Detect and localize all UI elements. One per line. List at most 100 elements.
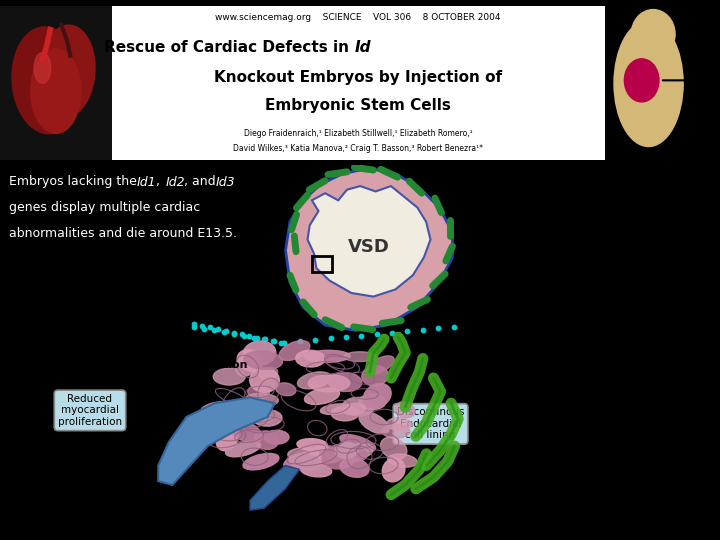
Point (356, 331, 367, 340)
Ellipse shape (264, 430, 289, 444)
Ellipse shape (340, 458, 369, 477)
Text: www.sciencemag.org    SCIENCE    VOL 306    8 OCTOBER 2004: www.sciencemag.org SCIENCE VOL 306 8 OCT… (215, 13, 501, 22)
Ellipse shape (631, 10, 675, 59)
Ellipse shape (343, 403, 366, 415)
Ellipse shape (382, 458, 405, 482)
Point (197, 321, 208, 330)
Ellipse shape (284, 453, 320, 470)
Ellipse shape (259, 367, 278, 379)
Point (325, 334, 336, 343)
Ellipse shape (220, 415, 243, 429)
Point (310, 336, 321, 345)
Text: Reduced
myocardial
proliferation: Reduced myocardial proliferation (58, 394, 122, 427)
FancyBboxPatch shape (0, 6, 112, 160)
Ellipse shape (359, 394, 386, 409)
Ellipse shape (305, 388, 339, 404)
Ellipse shape (39, 25, 95, 117)
Point (251, 333, 263, 342)
Ellipse shape (366, 356, 394, 374)
Ellipse shape (328, 373, 362, 392)
Ellipse shape (301, 463, 332, 477)
Ellipse shape (250, 368, 279, 393)
FancyBboxPatch shape (112, 6, 605, 160)
Point (275, 339, 287, 347)
Point (189, 320, 200, 328)
Text: Embryos lacking the: Embryos lacking the (9, 176, 140, 188)
Ellipse shape (343, 448, 367, 462)
Point (212, 325, 224, 334)
Ellipse shape (235, 353, 258, 376)
Point (238, 332, 250, 340)
Ellipse shape (276, 383, 296, 396)
Ellipse shape (34, 53, 51, 84)
Ellipse shape (245, 393, 279, 407)
Point (387, 328, 398, 337)
Ellipse shape (624, 59, 659, 102)
Text: Rescue of Cardiac Defects in: Rescue of Cardiac Defects in (104, 40, 355, 55)
Text: Id3: Id3 (216, 176, 235, 188)
Ellipse shape (200, 402, 240, 419)
Text: Epicardium: Epicardium (168, 497, 228, 507)
Point (294, 337, 305, 346)
Text: Id2: Id2 (166, 176, 185, 188)
Ellipse shape (395, 402, 415, 418)
Ellipse shape (320, 404, 351, 414)
Ellipse shape (297, 438, 328, 450)
Text: David Wilkes,³ Katia Manova,² Craig T. Basson,³ Robert Benezra¹*: David Wilkes,³ Katia Manova,² Craig T. B… (233, 144, 483, 153)
Ellipse shape (362, 366, 388, 386)
Ellipse shape (614, 21, 683, 146)
Point (199, 324, 210, 333)
Ellipse shape (308, 375, 350, 392)
Text: Disorganized
myocytes: Disorganized myocytes (307, 497, 374, 518)
Point (243, 332, 255, 340)
Ellipse shape (359, 412, 389, 434)
Ellipse shape (387, 417, 412, 430)
Ellipse shape (213, 368, 246, 385)
Point (402, 327, 413, 335)
Ellipse shape (342, 397, 374, 416)
Ellipse shape (243, 341, 276, 366)
Ellipse shape (331, 406, 359, 421)
Point (229, 329, 240, 338)
Text: abnormalities and die around E13.5.: abnormalities and die around E13.5. (9, 227, 237, 240)
Point (258, 335, 270, 343)
Ellipse shape (248, 385, 269, 399)
Ellipse shape (340, 435, 376, 451)
Point (189, 322, 200, 331)
Point (279, 339, 290, 347)
Ellipse shape (381, 437, 407, 460)
Ellipse shape (31, 49, 81, 133)
Text: Diego Fraidenraich,¹ Elizabeth Stillwell,¹ Elizabeth Romero,¹: Diego Fraidenraich,¹ Elizabeth Stillwell… (244, 129, 472, 138)
Point (219, 328, 230, 336)
Text: VSD: VSD (348, 238, 390, 255)
Ellipse shape (289, 454, 322, 470)
Ellipse shape (230, 421, 262, 443)
Text: Reduced
myocardial
proliferation: Reduced myocardial proliferation (168, 335, 248, 370)
Point (279, 339, 290, 347)
Ellipse shape (305, 350, 350, 362)
Ellipse shape (296, 350, 325, 367)
Point (417, 325, 428, 334)
Text: Discontinous
Endocardial
cell lining: Discontinous Endocardial cell lining (397, 407, 464, 441)
Text: genes display multiple cardiac: genes display multiple cardiac (9, 201, 200, 214)
Text: , and: , and (184, 176, 220, 188)
Point (259, 335, 271, 344)
Point (371, 330, 382, 339)
Ellipse shape (216, 427, 238, 451)
Bar (312, 255, 332, 272)
Ellipse shape (382, 424, 410, 438)
Ellipse shape (237, 350, 263, 372)
Ellipse shape (243, 454, 279, 470)
Ellipse shape (343, 352, 377, 362)
Polygon shape (286, 168, 452, 330)
Point (448, 322, 459, 331)
Ellipse shape (335, 442, 358, 458)
Ellipse shape (253, 410, 282, 426)
Point (209, 326, 220, 335)
Ellipse shape (364, 383, 391, 408)
Ellipse shape (310, 446, 343, 463)
Point (235, 330, 247, 339)
Text: Embryonic Stem Cells: Embryonic Stem Cells (265, 98, 451, 113)
Ellipse shape (244, 351, 282, 369)
Ellipse shape (297, 372, 331, 389)
